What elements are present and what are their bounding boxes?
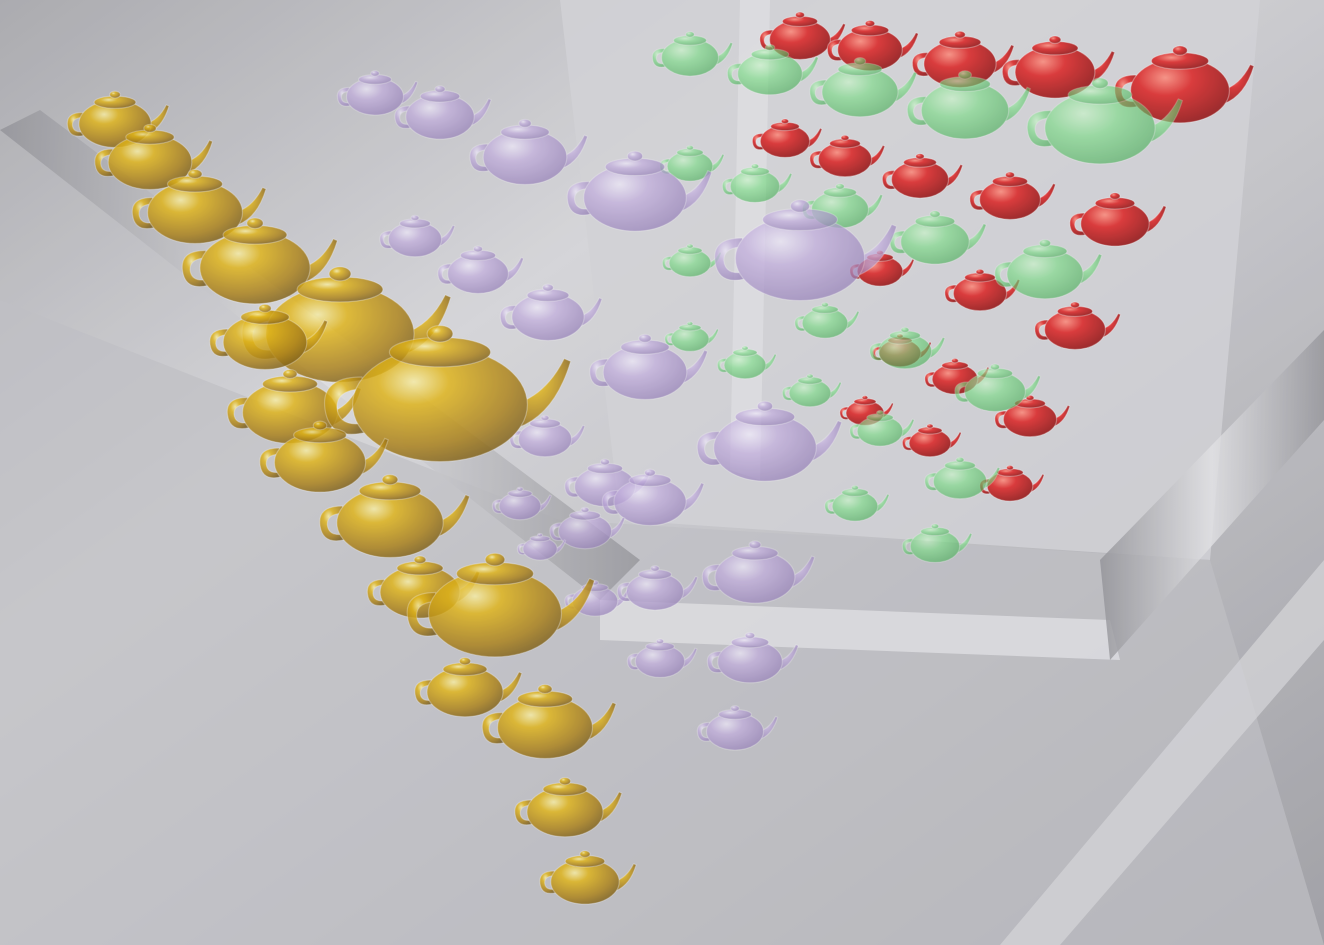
frame-beam-diagonal xyxy=(1000,560,1324,945)
frame-beam-right xyxy=(1100,330,1324,660)
